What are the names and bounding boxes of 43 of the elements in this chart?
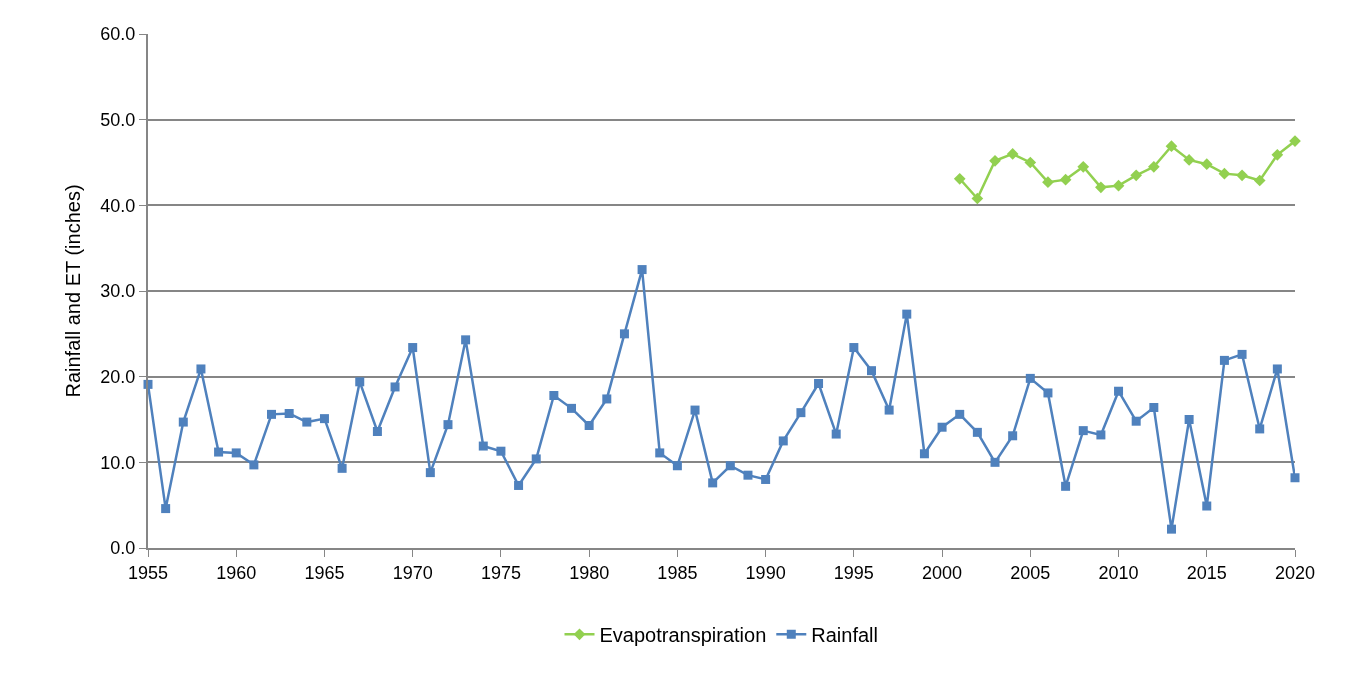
point [971, 192, 984, 205]
x-tick-label: 2015 [1186, 562, 1227, 583]
x-tick-label: 2020 [1274, 562, 1316, 583]
point [1253, 174, 1266, 187]
point [1095, 181, 1107, 194]
x-tick-label: 1960 [216, 562, 257, 583]
point [1077, 160, 1090, 173]
x-tick-label: 2010 [1098, 562, 1139, 583]
legend-label: Rainfall [811, 624, 878, 647]
x-tick-label: 1995 [833, 562, 874, 583]
x-tick-label: 2005 [1010, 562, 1051, 583]
point [989, 154, 1001, 167]
legend-label: Evapotranspiration [599, 624, 767, 647]
point [1112, 179, 1125, 192]
point [1059, 173, 1072, 186]
y-tick-label: 50.0 [100, 109, 136, 130]
y-tick-label: 30.0 [100, 281, 136, 302]
point [1236, 169, 1248, 182]
x-tick-label: 2000 [922, 562, 963, 583]
x-tick-label: 1980 [569, 562, 610, 583]
y-tick-label: 10.0 [100, 452, 136, 473]
x-tick-label: 1955 [127, 562, 169, 583]
point [1165, 140, 1178, 153]
x-tick-label: 1985 [657, 562, 698, 583]
point [1218, 167, 1231, 180]
y-axis-title: Rainfall and ET (inches) [62, 184, 85, 398]
x-tick-label: 1965 [304, 562, 345, 583]
point [1130, 169, 1143, 182]
x-tick-label: 1990 [745, 562, 786, 583]
y-tick-label: 40.0 [100, 195, 136, 216]
point [1147, 160, 1160, 173]
point [953, 172, 966, 185]
point [1183, 154, 1195, 166]
x-tick-label: 1975 [480, 562, 521, 583]
y-tick-label: 0.0 [110, 538, 136, 559]
y-tick-label: 60.0 [100, 24, 136, 45]
point [1006, 148, 1019, 160]
y-tick-label: 20.0 [100, 366, 136, 387]
point [1024, 156, 1037, 169]
point [1042, 176, 1054, 189]
point [1200, 158, 1213, 171]
point [1271, 148, 1284, 161]
x-tick-label: 1970 [392, 562, 433, 583]
